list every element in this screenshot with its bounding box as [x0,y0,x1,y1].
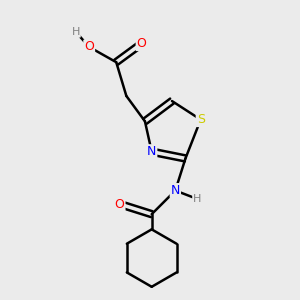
Text: H: H [71,27,80,37]
Text: N: N [171,184,180,197]
Text: S: S [197,113,205,126]
Text: H: H [193,194,202,204]
Text: O: O [115,197,124,211]
Text: O: O [84,40,94,53]
Text: O: O [136,37,146,50]
Text: N: N [147,145,156,158]
